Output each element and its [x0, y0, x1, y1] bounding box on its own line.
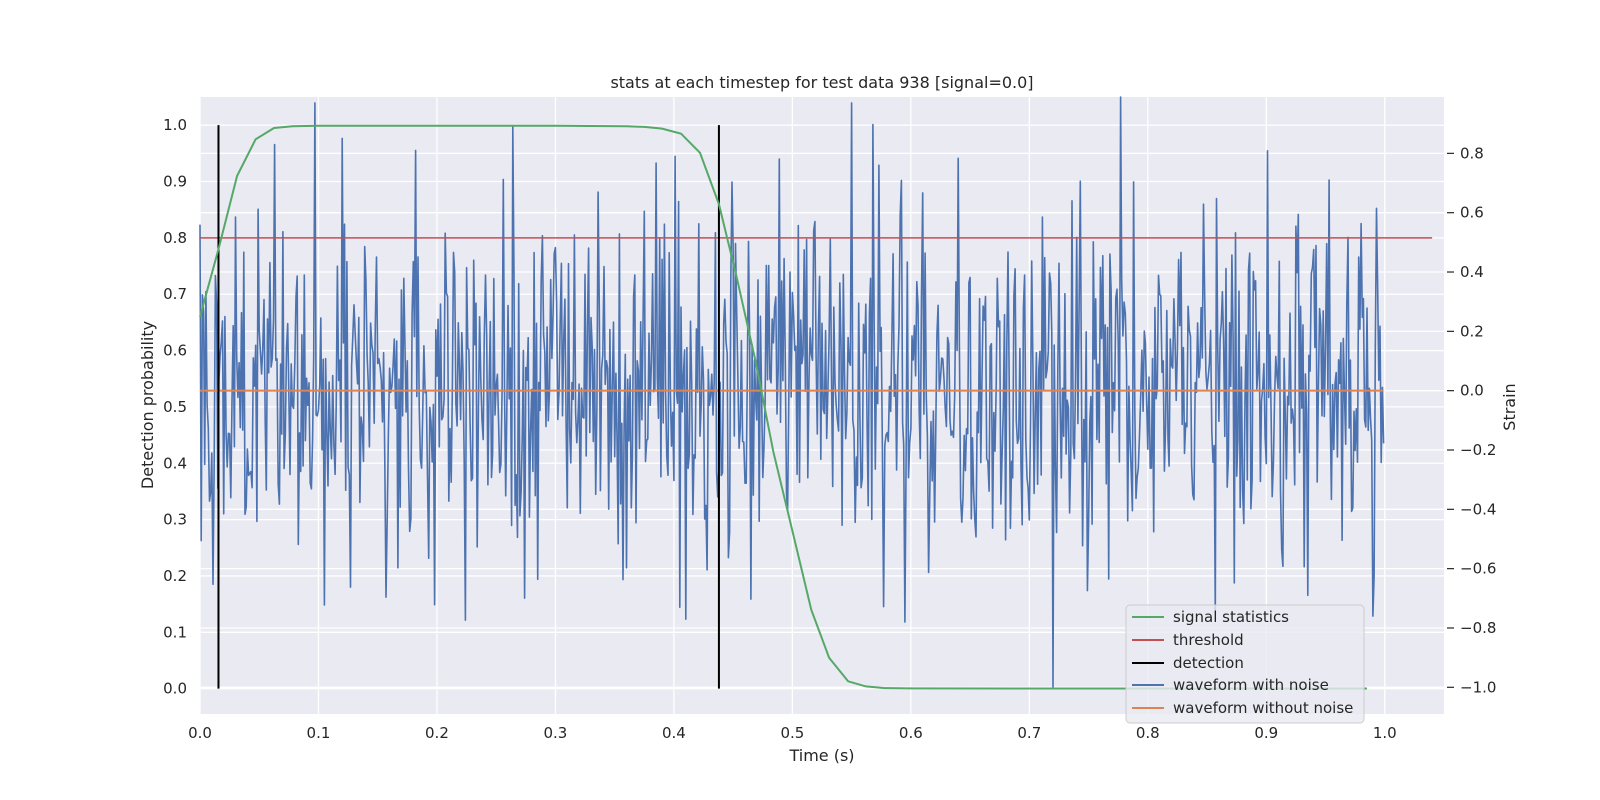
y-right-tick-label: −0.8: [1460, 619, 1496, 637]
legend-label-detection: detection: [1173, 654, 1244, 672]
y-right-tick-label: 0.4: [1460, 263, 1484, 281]
y-right-tick-label: −0.6: [1460, 560, 1496, 578]
y-right-tick-label: 0.6: [1460, 204, 1484, 222]
waveform-with-noise-line: [199, 96, 1385, 689]
x-tick-label: 0.8: [1136, 724, 1160, 742]
legend: signal statistics threshold detection wa…: [1125, 604, 1365, 724]
series-layer: [199, 96, 1433, 690]
x-tick-label: 0.4: [662, 724, 686, 742]
y-right-tick-label: −1.0: [1460, 678, 1496, 696]
y-tick-label: 0.4: [163, 454, 187, 472]
signal-statistics-line: [199, 124, 1367, 690]
legend-label-signal: signal statistics: [1173, 608, 1289, 626]
x-tick-label: 0.6: [899, 724, 923, 742]
y-right-tick-label: 0.8: [1460, 144, 1484, 162]
x-tick-label: 0.7: [1017, 724, 1041, 742]
y-right-tick-label: −0.4: [1460, 500, 1496, 518]
y-tick-label: 0.3: [163, 511, 187, 529]
x-tick-label: 0.0: [188, 724, 212, 742]
y-tick-label: 0.2: [163, 567, 187, 585]
y-right-tick-label: 0.2: [1460, 322, 1484, 340]
y-right-tick-label: −0.2: [1460, 441, 1496, 459]
y-right-tick-label: 0.0: [1460, 382, 1484, 400]
y-axis-label: Detection probability: [138, 321, 157, 489]
y-tick-label: 0.9: [163, 173, 187, 191]
legend-label-threshold: threshold: [1173, 631, 1244, 649]
y-tick-label: 0.1: [163, 623, 187, 641]
x-tick-label: 0.5: [780, 724, 804, 742]
y-tick-label: 0.6: [163, 342, 187, 360]
x-tick-label: 0.9: [1254, 724, 1278, 742]
y-tick-label: 1.0: [163, 116, 187, 134]
legend-box: [1125, 604, 1365, 724]
y-axis-right-label: Strain: [1500, 383, 1519, 430]
ticks-layer: 0.0 0.1 0.2 0.3 0.4 0.5 0.6 0.7 0.8 0.9 1.0 0.0 0.1 0…: [163, 116, 1496, 742]
y-tick-label: 0.0: [163, 680, 187, 698]
y-tick-label: 0.7: [163, 285, 187, 303]
y-tick-label: 0.8: [163, 229, 187, 247]
x-tick-label: 0.2: [425, 724, 449, 742]
y-tick-label: 0.5: [163, 398, 187, 416]
x-tick-label: 0.3: [543, 724, 567, 742]
x-axis-label: Time (s): [788, 746, 854, 765]
chart-title: stats at each timestep for test data 938…: [610, 73, 1033, 92]
legend-label-waveform-clean: waveform without noise: [1173, 699, 1353, 717]
x-tick-label: 1.0: [1373, 724, 1397, 742]
legend-label-waveform-noise: waveform with noise: [1173, 676, 1329, 694]
x-tick-label: 0.1: [307, 724, 331, 742]
